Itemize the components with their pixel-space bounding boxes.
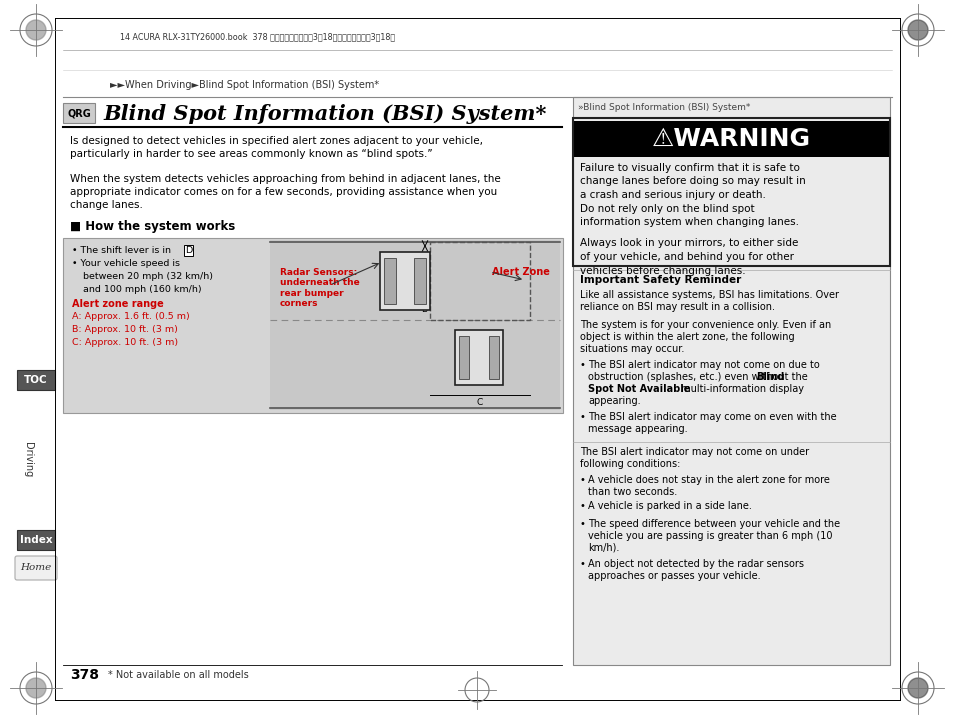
Bar [489, 336, 498, 379]
Bar [455, 330, 502, 385]
Circle shape [26, 20, 46, 40]
Text: Spot Not Available: Spot Not Available [587, 384, 690, 394]
Text: B: Approx. 10 ft. (3 m): B: Approx. 10 ft. (3 m) [71, 325, 177, 334]
Text: •: • [579, 559, 585, 569]
Text: Do not rely only on the blind spot: Do not rely only on the blind spot [579, 203, 754, 213]
Text: The BSI alert indicator may come on even with the: The BSI alert indicator may come on even… [587, 412, 836, 422]
Bar [573, 97, 889, 665]
Text: Driving: Driving [23, 442, 33, 477]
Text: object is within the alert zone, the following: object is within the alert zone, the fol… [579, 332, 794, 342]
Text: A vehicle does not stay in the alert zone for more: A vehicle does not stay in the alert zon… [587, 475, 829, 485]
Bar [379, 252, 430, 310]
Text: Home: Home [20, 564, 51, 572]
Text: •: • [579, 412, 585, 422]
Text: reliance on BSI may result in a collision.: reliance on BSI may result in a collisio… [579, 302, 774, 312]
Text: change lanes.: change lanes. [70, 200, 143, 210]
Text: An object not detected by the radar sensors: An object not detected by the radar sens… [587, 559, 803, 569]
Text: C: Approx. 10 ft. (3 m): C: Approx. 10 ft. (3 m) [71, 338, 178, 347]
Bar [63, 238, 562, 413]
Text: When the system detects vehicles approaching from behind in adjacent lanes, the: When the system detects vehicles approac… [70, 174, 500, 184]
Text: Like all assistance systems, BSI has limitations. Over: Like all assistance systems, BSI has lim… [579, 290, 838, 300]
Text: Blind Spot Information (BSI) System*: Blind Spot Information (BSI) System* [103, 104, 546, 124]
Text: C: C [476, 398, 482, 407]
Circle shape [907, 678, 927, 698]
Text: TOC: TOC [24, 375, 48, 385]
Text: Index: Index [20, 535, 52, 545]
Bar [270, 240, 559, 410]
Text: The BSI alert indicator may not come on under: The BSI alert indicator may not come on … [579, 447, 808, 457]
Text: 14 ACURA RLX-31TY26000.book  378 ページ　２０１３年3月18日　月曜日　午後3時18分: 14 ACURA RLX-31TY26000.book 378 ページ ２０１３… [120, 32, 395, 42]
Text: appearing.: appearing. [587, 396, 640, 406]
Text: •: • [579, 475, 585, 485]
Text: Alert Zone: Alert Zone [492, 267, 550, 277]
Circle shape [26, 678, 46, 698]
Text: following conditions:: following conditions: [579, 459, 679, 469]
Text: The system is for your convenience only. Even if an: The system is for your convenience only.… [579, 320, 830, 330]
Text: • Your vehicle speed is: • Your vehicle speed is [71, 259, 180, 268]
Text: change lanes before doing so may result in: change lanes before doing so may result … [579, 177, 805, 187]
Text: QRG: QRG [67, 108, 91, 118]
Text: approaches or passes your vehicle.: approaches or passes your vehicle. [587, 571, 760, 581]
Text: km/h).: km/h). [587, 543, 618, 553]
Text: than two seconds.: than two seconds. [587, 487, 677, 497]
Text: A: A [420, 292, 427, 301]
Text: Always look in your mirrors, to either side: Always look in your mirrors, to either s… [579, 238, 798, 248]
Text: between 20 mph (32 km/h): between 20 mph (32 km/h) [83, 272, 213, 281]
Text: •: • [579, 501, 585, 511]
Text: D: D [185, 246, 193, 255]
Text: information system when changing lanes.: information system when changing lanes. [579, 217, 799, 227]
Text: Failure to visually confirm that it is safe to: Failure to visually confirm that it is s… [579, 163, 799, 173]
Text: • The shift lever is in: • The shift lever is in [71, 246, 173, 255]
Bar [458, 336, 469, 379]
Text: Important Safety Reminder: Important Safety Reminder [579, 275, 740, 285]
Text: 378: 378 [70, 668, 99, 682]
Text: particularly in harder to see areas commonly known as “blind spots.”: particularly in harder to see areas comm… [70, 149, 432, 159]
Text: vehicle you are passing is greater than 6 mph (10: vehicle you are passing is greater than … [587, 531, 832, 541]
Text: »Blind Spot Information (BSI) System*: »Blind Spot Information (BSI) System* [578, 103, 750, 112]
Text: obstruction (splashes, etc.) even without the: obstruction (splashes, etc.) even withou… [587, 372, 810, 382]
Text: Blind: Blind [755, 372, 783, 382]
Text: Alert zone range: Alert zone range [71, 299, 164, 309]
Text: The speed difference between your vehicle and the: The speed difference between your vehicl… [587, 519, 840, 529]
Text: message appearing.: message appearing. [587, 424, 687, 434]
FancyBboxPatch shape [15, 556, 57, 580]
Bar [17, 530, 55, 550]
Text: situations may occur.: situations may occur. [579, 344, 683, 354]
Bar [430, 242, 530, 320]
Text: The BSI alert indicator may not come on due to: The BSI alert indicator may not come on … [587, 360, 819, 370]
Bar [573, 118, 889, 266]
Text: Radar Sensors:
underneath the
rear bumper
corners: Radar Sensors: underneath the rear bumpe… [280, 268, 359, 308]
Bar [414, 258, 426, 304]
Bar [17, 370, 55, 390]
Text: Is designed to detect vehicles in specified alert zones adjacent to your vehicle: Is designed to detect vehicles in specif… [70, 136, 482, 146]
Text: •: • [579, 360, 585, 370]
Text: and 100 mph (160 km/h): and 100 mph (160 km/h) [83, 285, 201, 294]
Bar [384, 258, 395, 304]
Bar [63, 103, 95, 123]
Text: A vehicle is parked in a side lane.: A vehicle is parked in a side lane. [587, 501, 751, 511]
Text: appropriate indicator comes on for a few seconds, providing assistance when you: appropriate indicator comes on for a few… [70, 187, 497, 197]
Text: •: • [579, 519, 585, 529]
Text: * Not available on all models: * Not available on all models [108, 670, 249, 680]
Text: vehicles before changing lanes.: vehicles before changing lanes. [579, 266, 745, 276]
Text: ►►When Driving►Blind Spot Information (BSI) System*: ►►When Driving►Blind Spot Information (B… [110, 80, 378, 90]
Text: ■ How the system works: ■ How the system works [70, 220, 235, 233]
Text: of your vehicle, and behind you for other: of your vehicle, and behind you for othe… [579, 252, 793, 262]
Text: ⚠WARNING: ⚠WARNING [651, 127, 810, 151]
Bar [573, 121, 889, 157]
Text: multi-information display: multi-information display [678, 384, 803, 394]
Circle shape [907, 20, 927, 40]
Text: a crash and serious injury or death.: a crash and serious injury or death. [579, 190, 765, 200]
Text: B: B [420, 305, 427, 314]
Text: A: Approx. 1.6 ft. (0.5 m): A: Approx. 1.6 ft. (0.5 m) [71, 312, 190, 321]
